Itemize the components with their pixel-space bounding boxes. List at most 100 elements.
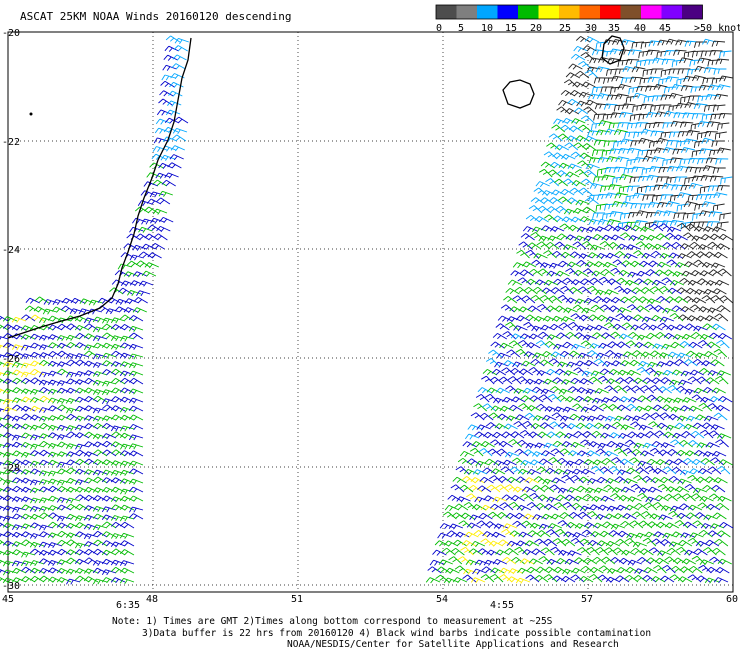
wind-barb [598, 120, 613, 127]
wind-barb [554, 305, 569, 313]
wind-barb [39, 575, 54, 583]
wind-barb [137, 200, 153, 207]
wind-barb [464, 433, 480, 440]
wind-barb [599, 185, 613, 193]
wind-barb [65, 497, 81, 504]
wind-barb [0, 505, 9, 511]
wind-barb [624, 439, 639, 448]
wind-barb [535, 181, 550, 188]
wind-barb [538, 523, 554, 530]
wind-barb [633, 220, 648, 227]
wind-barb [459, 484, 474, 493]
wind-barb [715, 243, 731, 250]
wind-barb [622, 447, 637, 457]
wind-barb [588, 218, 603, 225]
wind-barb [613, 352, 628, 359]
wind-barb [11, 531, 27, 538]
wind-barb [504, 548, 519, 556]
wind-barb [707, 185, 721, 192]
wind-barb [601, 297, 617, 304]
wind-barb [83, 377, 99, 385]
wind-barb [577, 352, 592, 359]
wind-barb [654, 495, 669, 502]
wind-barb [627, 49, 642, 56]
wind-barb [677, 415, 692, 422]
wind-barb [119, 521, 135, 529]
wind-barb [699, 559, 714, 566]
wind-barb [134, 206, 150, 214]
wind-barb [565, 460, 580, 467]
wind-barb [551, 250, 566, 259]
wind-barb [2, 406, 18, 413]
wind-barb [464, 531, 479, 538]
wind-barb [0, 471, 9, 476]
wind-barb [677, 253, 692, 260]
wind-barb [120, 335, 135, 342]
wind-barb [102, 449, 117, 457]
wind-barb [101, 469, 117, 476]
wind-barb [626, 532, 641, 539]
wind-barb [688, 182, 703, 189]
wind-barb [518, 531, 533, 538]
wind-barb [538, 394, 553, 403]
wind-barb [702, 226, 718, 233]
wind-barb [119, 414, 135, 421]
wind-barb [119, 532, 135, 539]
wind-barb [547, 393, 562, 403]
wind-barb [74, 415, 90, 422]
wind-barb [557, 133, 572, 142]
wind-barb [167, 100, 182, 107]
wind-barb [595, 289, 610, 296]
wind-barb [128, 414, 144, 421]
wind-barb [595, 547, 609, 556]
wind-barb [590, 531, 605, 538]
wind-barb [11, 577, 27, 584]
wind-barb [602, 77, 616, 84]
wind-barb [0, 488, 9, 493]
wind-barb [581, 81, 596, 88]
wind-barb [0, 372, 9, 376]
wind-barb [690, 270, 705, 277]
wind-barb [20, 477, 36, 484]
wind-barb [56, 559, 72, 566]
wind-barb [705, 503, 721, 511]
wind-barb [687, 440, 702, 448]
wind-barb [643, 59, 657, 66]
wind-barb [596, 93, 612, 100]
wind-barb [61, 297, 76, 304]
wind-barb [129, 280, 145, 287]
wind-barb [11, 423, 27, 430]
wind-barb [56, 414, 72, 421]
wind-barb [694, 167, 708, 174]
wind-barb [569, 90, 585, 97]
wind-barb [711, 485, 726, 493]
wind-barb [631, 448, 646, 457]
wind-barb [551, 412, 566, 421]
wind-barb [0, 477, 9, 484]
wind-barb [47, 315, 63, 322]
legend-label: 45 [659, 23, 671, 34]
wind-barb [587, 314, 603, 322]
wind-barb [581, 178, 595, 187]
wind-barb [580, 52, 595, 61]
note-line-1: Note: 1) Times are GMT 2)Times along bot… [112, 616, 553, 627]
wind-barb [578, 314, 594, 322]
wind-barb [705, 377, 720, 385]
wind-barb [480, 538, 495, 547]
wind-barb [716, 221, 729, 230]
wind-barb [551, 189, 566, 196]
wind-barb [627, 271, 642, 278]
wind-barb [653, 305, 668, 313]
wind-barb [471, 441, 486, 448]
wind-barb [520, 233, 535, 241]
wind-barb [65, 532, 81, 539]
wind-barb [128, 423, 144, 431]
wind-barb [658, 166, 672, 174]
wind-barb [686, 68, 700, 76]
wind-barb [92, 567, 108, 574]
wind-barb [646, 458, 661, 466]
wind-barb [680, 532, 695, 539]
wind-barb [599, 304, 614, 313]
wind-barb [646, 49, 660, 56]
wind-barb [698, 564, 712, 574]
